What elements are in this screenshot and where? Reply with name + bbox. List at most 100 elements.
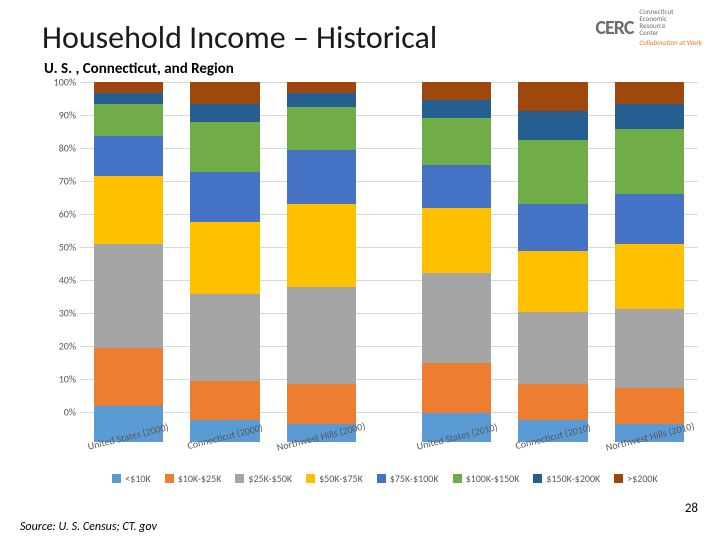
legend-swatch [112, 474, 121, 483]
bar-segment [287, 287, 357, 384]
legend-item: $150K-$200K [533, 472, 600, 485]
x-tick-label: United States (2010) [415, 420, 499, 453]
bar-segment [615, 104, 685, 129]
legend-label: $10K-$25K [178, 472, 222, 485]
bar-segment [190, 122, 260, 172]
bar-segment [94, 82, 164, 93]
legend-label: $50K-$75K [319, 472, 363, 485]
legend-label: <$10K [125, 472, 150, 485]
bar-segment [518, 140, 588, 205]
legend-item: $25K-$50K [235, 472, 292, 485]
legend-swatch [533, 474, 542, 483]
x-tick-label: Connecticut (2000) [186, 421, 264, 452]
legend-item: $100K-$150K [453, 472, 520, 485]
legend-item: $10K-$25K [165, 472, 222, 485]
bar-segment [94, 176, 164, 244]
bar-segment [615, 129, 685, 194]
logo-lines: ConnecticutEconomicResourceCenter [639, 8, 702, 36]
brand-logo: CERC ConnecticutEconomicResourceCenter C… [595, 8, 702, 47]
y-tick-label: 60% [30, 208, 76, 221]
x-tick-label: Connecticut (2010) [514, 421, 592, 452]
y-tick-label: 100% [30, 76, 76, 89]
bar-group [177, 82, 274, 442]
bar-segment [190, 222, 260, 294]
y-tick-label: 40% [30, 274, 76, 287]
legend-swatch [453, 474, 462, 483]
bar-segment [94, 348, 164, 406]
bar-segment [287, 204, 357, 287]
bar-segment [615, 194, 685, 244]
x-label-slot: United States (2000) [80, 414, 177, 474]
stacked-bar [615, 82, 685, 442]
x-label-slot: Connecticut (2000) [177, 414, 274, 474]
bar-segment [94, 136, 164, 176]
bar-segment [518, 251, 588, 312]
x-label-slot: Connecticut (2010) [505, 414, 602, 474]
legend-swatch [377, 474, 386, 483]
bar-segment [94, 93, 164, 104]
bar-segment [94, 104, 164, 136]
y-tick-label: 10% [30, 373, 76, 386]
bar-segment [190, 104, 260, 122]
logo-text-block: ConnecticutEconomicResourceCenter Collab… [639, 8, 702, 47]
x-label-slot: Northwest Hills (2000) [273, 414, 370, 474]
bar-group [273, 82, 370, 442]
stacked-bar [422, 82, 492, 442]
bar-segment [518, 312, 588, 384]
bar-segment [422, 273, 492, 363]
bar-segment [615, 244, 685, 309]
bar-segment [615, 82, 685, 104]
bar-segment [518, 204, 588, 251]
bar-segment [518, 111, 588, 140]
legend-label: $75K-$100K [390, 472, 439, 485]
legend-swatch [235, 474, 244, 483]
x-label-slot: United States (2010) [408, 414, 505, 474]
y-tick-label: 0% [30, 406, 76, 419]
bar-segment [190, 82, 260, 104]
legend-item: >$200K [614, 472, 657, 485]
stacked-bar [287, 82, 357, 442]
bar-segment [190, 172, 260, 222]
bar-segment [422, 118, 492, 165]
y-tick-label: 70% [30, 175, 76, 188]
page-number: 28 [685, 501, 698, 516]
x-label-slot: Northwest Hills (2010) [601, 414, 698, 474]
bar-segment [615, 309, 685, 388]
logo-tagline: Collaboration at Work [639, 38, 702, 47]
chart-x-labels: United States (2000) Connecticut (2000) No… [80, 414, 698, 474]
group-gap [370, 414, 409, 474]
bar-segment [422, 165, 492, 208]
legend-label: >$200K [627, 472, 657, 485]
y-tick-label: 50% [30, 241, 76, 254]
y-tick-label: 20% [30, 340, 76, 353]
bar-segment [422, 100, 492, 118]
stacked-bar-chart: United States (2000)Connecticut (2000)No… [30, 82, 698, 442]
bar-segment [94, 244, 164, 348]
bar-segment [287, 82, 357, 93]
page-title: Household Income – Historical [42, 18, 437, 57]
y-tick-label: 30% [30, 307, 76, 320]
bar-group [505, 82, 602, 442]
source-citation: Source: U. S. Census; CT. gov [20, 520, 157, 534]
logo-mark: CERC [595, 16, 633, 40]
bar-group [601, 82, 698, 442]
bar-segment [422, 363, 492, 413]
logo-line: Center [639, 29, 702, 36]
legend-item: $50K-$75K [306, 472, 363, 485]
x-tick-label: United States (2000) [86, 420, 170, 453]
bar-segment [190, 294, 260, 380]
legend-swatch [614, 474, 623, 483]
legend-label: $25K-$50K [248, 472, 292, 485]
bar-group [80, 82, 177, 442]
stacked-bar [190, 82, 260, 442]
stacked-bar [94, 82, 164, 442]
y-tick-label: 80% [30, 142, 76, 155]
chart-bars [80, 82, 698, 442]
bar-segment [518, 82, 588, 111]
legend-swatch [165, 474, 174, 483]
y-tick-label: 90% [30, 109, 76, 122]
legend-item: <$10K [112, 472, 150, 485]
stacked-bar [518, 82, 588, 442]
legend-swatch [306, 474, 315, 483]
legend-item: $75K-$100K [377, 472, 439, 485]
